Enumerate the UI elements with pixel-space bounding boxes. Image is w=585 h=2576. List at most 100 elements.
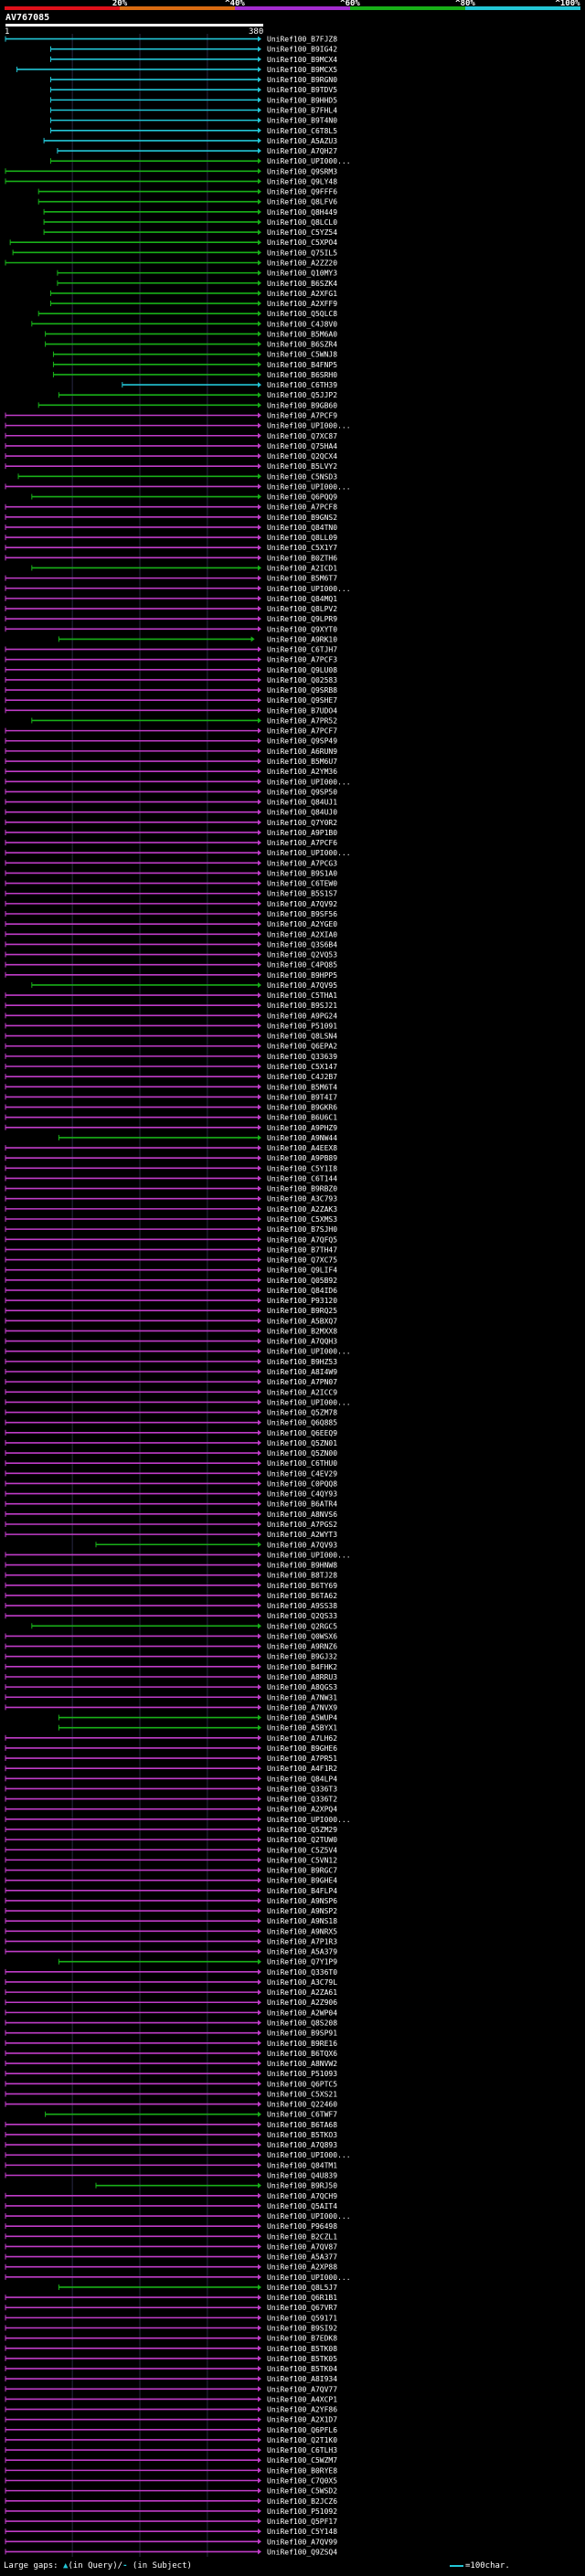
hit-label[interactable]: UniRef100_A7Q893 (267, 2141, 337, 2149)
hit-label[interactable]: UniRef100_Q5AIT4 (267, 2202, 337, 2210)
hit-label[interactable]: UniRef100_B4FHK2 (267, 1663, 337, 1671)
hit-label[interactable]: UniRef100_C6T144 (267, 1174, 337, 1182)
hit-label[interactable]: UniRef100_B2CZL1 (267, 2232, 337, 2241)
hit-label[interactable]: UniRef100_C6TEW0 (267, 880, 337, 888)
hit-label[interactable]: UniRef100_A9NS18 (267, 1917, 337, 1925)
hit-label[interactable]: UniRef100_A2YGE0 (267, 920, 337, 928)
hit-label[interactable]: UniRef100_B9HHD5 (267, 96, 337, 104)
hit-label[interactable]: UniRef100_A5BYX1 (267, 1724, 337, 1733)
hit-label[interactable]: UniRef100_B9RGC7 (267, 1867, 337, 1875)
hit-label[interactable]: UniRef100_UPI000... (267, 1348, 351, 1356)
hit-label[interactable]: UniRef100_UPI000... (267, 2274, 351, 2282)
hit-label[interactable]: UniRef100_A2Z906 (267, 1998, 337, 2007)
hit-label[interactable]: UniRef100_Q336T3 (267, 1785, 337, 1793)
hit-label[interactable]: UniRef100_A7NVX9 (267, 1703, 337, 1712)
hit-label[interactable]: UniRef100_Q2VQ53 (267, 951, 337, 959)
hit-label[interactable]: UniRef100_C5THA1 (267, 991, 337, 1000)
hit-label[interactable]: UniRef100_A2XFG1 (267, 290, 337, 298)
hit-label[interactable]: UniRef100_A7QCH9 (267, 2192, 337, 2200)
hit-label[interactable]: UniRef100_A7QV99 (267, 2538, 337, 2546)
hit-label[interactable]: UniRef100_B7TH47 (267, 1246, 337, 1254)
hit-label[interactable]: UniRef100_A2YF86 (267, 2406, 337, 2414)
hit-label[interactable]: UniRef100_B7EDK8 (267, 2335, 337, 2343)
hit-label[interactable]: UniRef100_A7PCG3 (267, 859, 337, 867)
hit-label[interactable]: UniRef100_C5NSD3 (267, 472, 337, 481)
hit-label[interactable]: UniRef100_B6TA62 (267, 1592, 337, 1600)
hit-label[interactable]: UniRef100_A7QV93 (267, 1541, 337, 1549)
hit-label[interactable]: UniRef100_B9GB60 (267, 401, 337, 409)
hit-label[interactable]: UniRef100_Q6PFL6 (267, 2426, 337, 2434)
hit-label[interactable]: UniRef100_A2X1D7 (267, 2416, 337, 2424)
hit-label[interactable]: UniRef100_A2XPQ4 (267, 1806, 337, 1814)
hit-label[interactable]: UniRef100_A7PN07 (267, 1378, 337, 1386)
hit-label[interactable]: UniRef100_A9NRX5 (267, 1927, 337, 1935)
hit-label[interactable]: UniRef100_C5WZM7 (267, 2456, 337, 2465)
hit-label[interactable]: UniRef100_A7QQH3 (267, 1338, 337, 1346)
hit-label[interactable]: UniRef100_C6TJH7 (267, 646, 337, 654)
hit-label[interactable]: UniRef100_Q84UJ0 (267, 809, 337, 817)
hit-label[interactable]: UniRef100_B7UDO4 (267, 706, 337, 715)
hit-label[interactable]: UniRef100_Q75HA4 (267, 442, 337, 451)
hit-label[interactable]: UniRef100_Q9LPR9 (267, 615, 337, 623)
hit-label[interactable]: UniRef100_B9HZ53 (267, 1358, 337, 1366)
hit-label[interactable]: UniRef100_P51092 (267, 2507, 337, 2516)
hit-label[interactable]: UniRef100_Q336T0 (267, 1968, 337, 1977)
hit-label[interactable]: UniRef100_C6TLH3 (267, 2446, 337, 2454)
hit-label[interactable]: UniRef100_B9MCX5 (267, 66, 337, 74)
hit-label[interactable]: UniRef100_B9T4I7 (267, 1093, 337, 1101)
hit-label[interactable]: UniRef100_B9GHE4 (267, 1877, 337, 1885)
hit-label[interactable]: UniRef100_A8QGS3 (267, 1683, 337, 1691)
hit-label[interactable]: UniRef100_B9HNW8 (267, 1562, 337, 1570)
hit-label[interactable]: UniRef100_A5BXQ7 (267, 1317, 337, 1325)
hit-label[interactable]: UniRef100_Q22460 (267, 2101, 337, 2109)
hit-label[interactable]: UniRef100_B6ATR4 (267, 1500, 337, 1509)
hit-label[interactable]: UniRef100_Q0WSX6 (267, 1632, 337, 1640)
hit-label[interactable]: UniRef100_A2WYT3 (267, 1531, 337, 1539)
hit-label[interactable]: UniRef100_B6TY69 (267, 1582, 337, 1590)
hit-label[interactable]: UniRef100_P96498 (267, 2222, 337, 2231)
hit-label[interactable]: UniRef100_C5X147 (267, 1063, 337, 1071)
hit-label[interactable]: UniRef100_C6T8L5 (267, 127, 337, 135)
hit-label[interactable]: UniRef100_UPI000... (267, 778, 351, 786)
hit-label[interactable]: UniRef100_A9RK10 (267, 635, 337, 643)
hit-label[interactable]: UniRef100_A9NSP2 (267, 1907, 337, 1915)
hit-label[interactable]: UniRef100_A2ZA61 (267, 1988, 337, 1997)
hit-label[interactable]: UniRef100_Q8H449 (267, 208, 337, 217)
hit-label[interactable]: UniRef100_Q9ZSQ4 (267, 2548, 337, 2556)
hit-label[interactable]: UniRef100_Q336T2 (267, 1796, 337, 1804)
hit-label[interactable]: UniRef100_Q5JJP2 (267, 391, 337, 399)
hit-label[interactable]: UniRef100_Q84ID6 (267, 1287, 337, 1295)
hit-label[interactable]: UniRef100_A2YM36 (267, 768, 337, 776)
hit-label[interactable]: UniRef100_B6SZR4 (267, 341, 337, 349)
hit-label[interactable]: UniRef100_B5LVY2 (267, 462, 337, 471)
hit-label[interactable]: UniRef100_A5AZU3 (267, 137, 337, 145)
hit-label[interactable]: UniRef100_C0PQQ8 (267, 1479, 337, 1488)
hit-label[interactable]: UniRef100_C5WNJ8 (267, 351, 337, 359)
hit-label[interactable]: UniRef100_C5VN12 (267, 1856, 337, 1864)
hit-label[interactable]: UniRef100_B9RQ25 (267, 1307, 337, 1315)
hit-label[interactable]: UniRef100_A7P1R3 (267, 1937, 337, 1945)
hit-label[interactable]: UniRef100_B5M6U7 (267, 758, 337, 766)
hit-label[interactable]: UniRef100_Q2QCX4 (267, 452, 337, 461)
hit-label[interactable]: UniRef100_UPI000... (267, 2151, 351, 2159)
hit-label[interactable]: UniRef100_C5XS21 (267, 2090, 337, 2098)
hit-label[interactable]: UniRef100_B6SZK4 (267, 280, 337, 288)
hit-label[interactable]: UniRef100_Q84LP4 (267, 1775, 337, 1783)
hit-label[interactable]: UniRef100_Q05B92 (267, 1277, 337, 1285)
hit-label[interactable]: UniRef100_UPI000... (267, 849, 351, 857)
hit-label[interactable]: UniRef100_UPI000... (267, 422, 351, 430)
hit-label[interactable]: UniRef100_A7PCF9 (267, 411, 337, 419)
hit-label[interactable]: UniRef100_Q7XC87 (267, 432, 337, 440)
hit-label[interactable]: UniRef100_A2XFF9 (267, 300, 337, 308)
hit-label[interactable]: UniRef100_Q9FFF6 (267, 188, 337, 196)
hit-label[interactable]: UniRef100_Q59171 (267, 2314, 337, 2322)
hit-label[interactable]: UniRef100_C7Q0X5 (267, 2477, 337, 2486)
hit-label[interactable]: UniRef100_B4FNP5 (267, 361, 337, 369)
hit-label[interactable]: UniRef100_Q8L5J7 (267, 2284, 337, 2292)
hit-label[interactable]: UniRef100_Q5ZM78 (267, 1409, 337, 1417)
hit-label[interactable]: UniRef100_A2ICD1 (267, 564, 337, 572)
hit-label[interactable]: UniRef100_UPI000... (267, 482, 351, 491)
hit-label[interactable]: UniRef100_Q5ZN00 (267, 1449, 337, 1458)
hit-label[interactable]: UniRef100_Q8LCL0 (267, 218, 337, 227)
hit-label[interactable]: UniRef100_A2XIA0 (267, 930, 337, 938)
